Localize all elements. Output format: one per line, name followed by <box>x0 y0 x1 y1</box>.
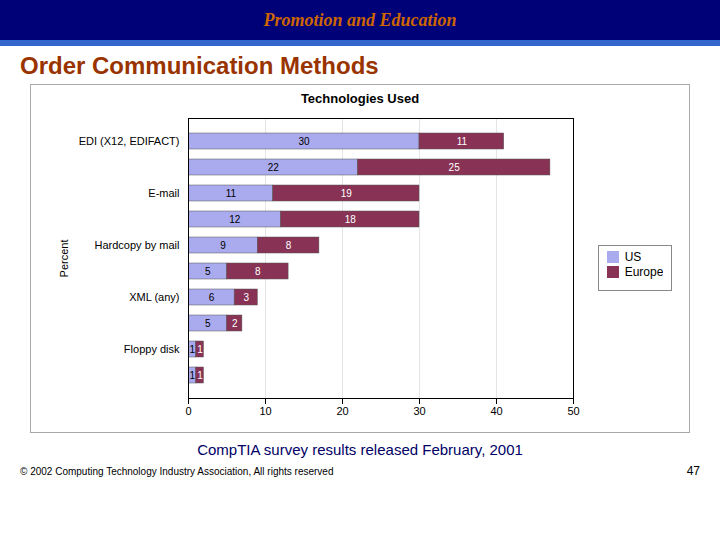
svg-text:20: 20 <box>336 405 348 417</box>
html-text:Europe: Europe <box>624 265 664 279</box>
svg-text:6: 6 <box>208 292 214 303</box>
svg-text:1: 1 <box>189 370 195 381</box>
svg-text:12: 12 <box>229 214 241 225</box>
svg-text:5: 5 <box>205 318 211 329</box>
svg-text:3: 3 <box>243 292 249 303</box>
svg-text:0: 0 <box>185 405 191 417</box>
svg-text:22: 22 <box>267 162 279 173</box>
html-text:Technologies Used: Technologies Used <box>300 91 420 106</box>
html-text:© 2002 Computing Technology In: © 2002 Computing Technology Industry Ass… <box>20 465 334 477</box>
html-text:Order Communication Methods: Order Communication Methods <box>20 52 379 79</box>
html-text:Promotion and Education: Promotion and Education <box>263 9 457 30</box>
svg-text:30: 30 <box>413 405 425 417</box>
svg-text:11: 11 <box>225 188 236 199</box>
svg-text:1: 1 <box>189 344 195 355</box>
svg-text:25: 25 <box>448 162 460 173</box>
svg-text:11: 11 <box>456 136 467 147</box>
html-text:US: US <box>624 250 642 264</box>
svg-text:E-mail: E-mail <box>148 187 179 199</box>
svg-text:EDI (X12, EDIFACT): EDI (X12, EDIFACT) <box>78 135 179 147</box>
svg-text:9: 9 <box>220 240 226 251</box>
svg-text:XML (any): XML (any) <box>129 291 179 303</box>
svg-text:40: 40 <box>490 405 502 417</box>
svg-text:18: 18 <box>344 214 356 225</box>
svg-text:8: 8 <box>255 266 261 277</box>
svg-text:50: 50 <box>567 405 579 417</box>
svg-text:2: 2 <box>232 318 238 329</box>
html-text:CompTIA survey results release: CompTIA survey results released February… <box>197 441 523 458</box>
svg-text:19: 19 <box>340 188 352 199</box>
html-text:47: 47 <box>686 464 700 478</box>
svg-text:Percent: Percent <box>58 240 70 278</box>
svg-text:5: 5 <box>205 266 211 277</box>
svg-text:Hardcopy by mail: Hardcopy by mail <box>94 239 179 251</box>
svg-text:8: 8 <box>285 240 291 251</box>
svg-text:1: 1 <box>197 370 203 381</box>
svg-text:1: 1 <box>197 344 203 355</box>
svg-text:10: 10 <box>259 405 271 417</box>
svg-text:Floppy disk: Floppy disk <box>124 343 180 355</box>
svg-text:30: 30 <box>298 136 310 147</box>
